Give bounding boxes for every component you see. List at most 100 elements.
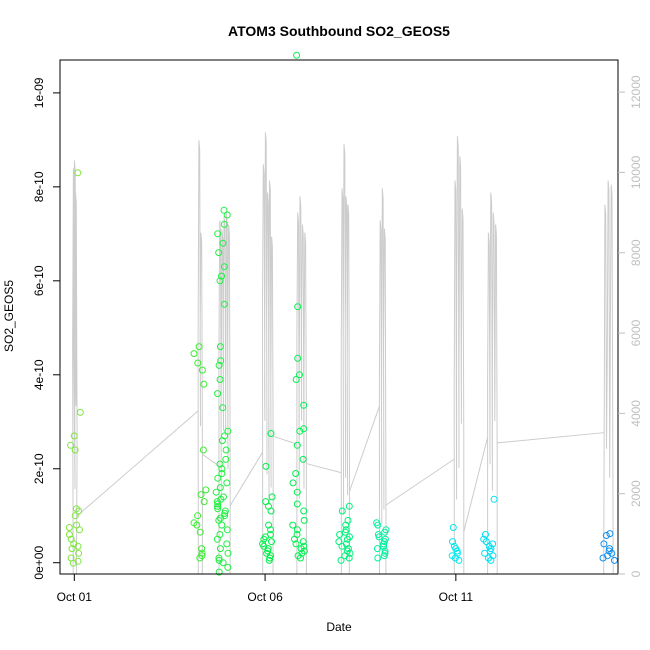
data-point — [600, 540, 608, 548]
data-point — [67, 441, 75, 449]
data-point — [599, 554, 607, 562]
altitude-flight-line — [603, 180, 614, 575]
data-point — [219, 559, 227, 567]
data-point — [223, 479, 231, 487]
data-point — [216, 376, 224, 383]
altitude-flight-line — [261, 132, 274, 575]
y-tick-label: 6e-10 — [32, 265, 46, 296]
y-tick-label: 4e-10 — [32, 359, 46, 390]
data-point — [455, 556, 463, 564]
data-point — [224, 549, 232, 557]
data-point — [223, 211, 231, 219]
data-point — [291, 535, 298, 543]
data-point — [75, 507, 83, 515]
chart-title: ATOM3 Southbound SO2_GEOS5 — [228, 23, 450, 39]
data-point — [338, 542, 346, 550]
altitude-flight-line — [453, 136, 465, 575]
data-point — [193, 521, 201, 529]
data-point — [200, 498, 208, 506]
data-point — [214, 502, 222, 510]
x-tick-label: Oct 01 — [57, 590, 93, 604]
data-point — [610, 556, 618, 564]
data-point — [220, 220, 228, 228]
data-point — [200, 380, 208, 388]
y2-tick-label: 6000 — [629, 319, 643, 346]
data-point — [216, 484, 224, 492]
y2-tick-label: 2000 — [629, 480, 643, 507]
altitude-flight-line — [197, 140, 204, 575]
data-point — [267, 526, 275, 534]
data-point — [490, 495, 498, 503]
data-point — [71, 512, 79, 520]
y2-tick-label: 4000 — [629, 400, 643, 427]
data-point — [299, 455, 307, 463]
data-point — [198, 366, 206, 374]
data-point — [65, 531, 73, 538]
altitude-flight-line — [487, 192, 498, 574]
data-point — [298, 549, 306, 557]
data-point — [300, 507, 308, 515]
data-point — [380, 552, 388, 560]
data-point — [215, 554, 223, 562]
data-point — [265, 556, 273, 564]
data-point — [218, 272, 225, 280]
data-point — [451, 554, 459, 562]
data-point — [345, 502, 353, 510]
data-point — [293, 488, 301, 496]
altitude-transit-line — [272, 435, 298, 445]
data-point — [194, 512, 202, 520]
data-point — [268, 493, 276, 501]
y2-tick-label: 0 — [629, 570, 643, 577]
y2-axis: 0 2000 4000 6000 8000 10000 12000 — [618, 75, 643, 577]
data-point — [220, 300, 228, 308]
data-point — [294, 303, 302, 311]
altitude-transit-line — [201, 453, 220, 467]
data-point — [337, 556, 345, 564]
points-series — [65, 51, 618, 576]
data-point — [213, 498, 221, 506]
altitude-flight-line — [378, 188, 387, 575]
data-point — [289, 521, 297, 529]
data-point — [197, 491, 205, 499]
y2-tick-label: 10000 — [629, 155, 643, 189]
data-point — [74, 169, 82, 177]
data-point — [485, 554, 492, 562]
data-point — [76, 526, 83, 534]
data-point — [338, 507, 346, 515]
data-point — [335, 538, 343, 546]
data-point — [224, 427, 232, 435]
data-point — [345, 554, 353, 562]
altitude-transit-line — [385, 458, 455, 506]
y-axis-label: SO2_GEOS5 — [2, 280, 16, 352]
data-point — [294, 552, 302, 560]
data-point — [482, 531, 489, 538]
altitude-flight-line — [340, 144, 351, 575]
data-point — [380, 540, 387, 548]
data-point — [220, 206, 228, 214]
data-point — [300, 425, 308, 433]
data-point — [219, 239, 227, 247]
data-point — [294, 354, 302, 362]
data-point — [76, 408, 84, 416]
data-point — [198, 545, 206, 553]
data-point — [222, 446, 230, 454]
data-point — [212, 488, 220, 496]
data-point — [602, 532, 610, 539]
data-point — [293, 51, 301, 59]
y2-tick-label: 8000 — [629, 239, 643, 266]
data-point — [293, 441, 301, 449]
data-point — [268, 538, 275, 546]
altitude-series — [72, 132, 614, 575]
data-point — [292, 540, 300, 548]
y-tick-label: 8e-10 — [32, 171, 46, 202]
data-point — [292, 376, 300, 383]
data-point — [220, 263, 228, 271]
y-tick-label: 2e-10 — [32, 453, 46, 484]
x-axis-label: Date — [326, 620, 352, 634]
data-point — [221, 509, 229, 517]
data-point — [374, 521, 382, 529]
data-point — [74, 542, 82, 550]
data-point — [223, 526, 231, 534]
data-point — [202, 486, 210, 494]
